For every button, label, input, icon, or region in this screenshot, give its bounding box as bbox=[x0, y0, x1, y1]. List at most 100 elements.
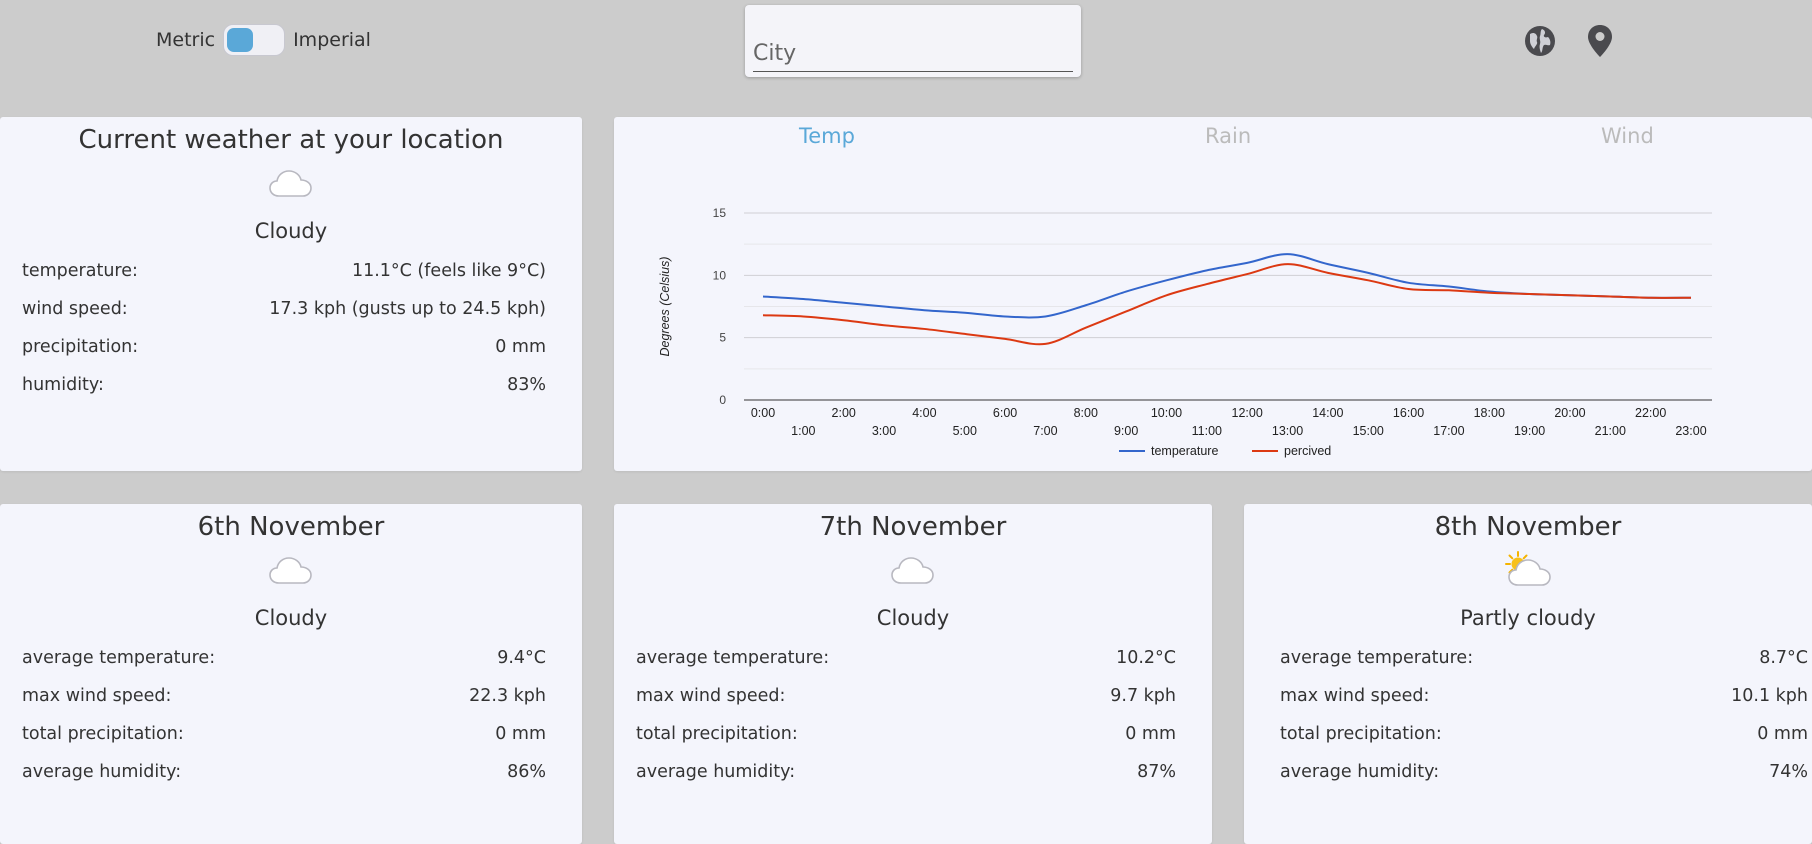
forecast-row: average temperature: 10.2°C bbox=[636, 648, 1176, 668]
top-bar: Metric Imperial bbox=[0, 0, 1812, 100]
row-value: 0 mm bbox=[495, 337, 546, 357]
row-label: max wind speed: bbox=[1280, 686, 1430, 706]
temperature-chart: 0 5 10 15 Degrees (Celsius) 0:00 1:00 2:00 3:00 4… bbox=[658, 206, 1712, 458]
y-tick-label: 10 bbox=[713, 268, 727, 282]
row-label: average temperature: bbox=[1280, 648, 1474, 668]
x-tick-label: 15:00 bbox=[1353, 424, 1384, 438]
partly-cloudy-icon bbox=[1500, 550, 1556, 592]
x-tick-label: 0:00 bbox=[751, 406, 775, 420]
row-value: 8.7°C bbox=[1759, 648, 1808, 668]
row-label: max wind speed: bbox=[22, 686, 172, 706]
x-tick-label: 8:00 bbox=[1074, 406, 1098, 420]
row-label: humidity: bbox=[22, 375, 104, 395]
row-value: 22.3 kph bbox=[469, 686, 546, 706]
x-tick-label: 20:00 bbox=[1554, 406, 1585, 420]
x-tick-label: 7:00 bbox=[1033, 424, 1057, 438]
row-value: 0 mm bbox=[1125, 724, 1176, 744]
y-tick-label: 0 bbox=[719, 393, 726, 407]
series-line-percived bbox=[762, 263, 1692, 346]
toggle-knob[interactable] bbox=[227, 28, 254, 52]
x-tick-label: 1:00 bbox=[791, 424, 815, 438]
row-label: average humidity: bbox=[22, 762, 182, 782]
y-tick-label: 15 bbox=[713, 206, 727, 220]
row-label: average humidity: bbox=[636, 762, 796, 782]
legend-label-percived: percived bbox=[1284, 444, 1331, 458]
current-row-humidity: humidity: 83% bbox=[22, 375, 546, 395]
forecast-date: 6th November bbox=[197, 512, 385, 542]
x-tick-label: 18:00 bbox=[1474, 406, 1505, 420]
x-tick-label: 14:00 bbox=[1312, 406, 1343, 420]
unit-switch: Metric Imperial bbox=[156, 24, 371, 56]
x-tick-label: 5:00 bbox=[953, 424, 977, 438]
cloud-icon bbox=[267, 167, 315, 203]
x-tick-label: 9:00 bbox=[1114, 424, 1138, 438]
tab-wind[interactable]: Wind bbox=[1601, 124, 1654, 148]
forecast-card-1: 6th November Cloudy average temperature:… bbox=[0, 504, 582, 844]
x-tick-label: 10:00 bbox=[1151, 406, 1182, 420]
unit-toggle[interactable] bbox=[223, 24, 286, 56]
forecast-row: total precipitation: 0 mm bbox=[22, 724, 546, 744]
x-tick-label: 4:00 bbox=[912, 406, 936, 420]
series-line-temperature bbox=[762, 253, 1692, 319]
forecast-condition: Partly cloudy bbox=[1460, 606, 1596, 630]
current-condition: Cloudy bbox=[254, 219, 328, 243]
forecast-row: average humidity: 87% bbox=[636, 762, 1176, 782]
forecast-condition: Cloudy bbox=[876, 606, 950, 630]
imperial-label: Imperial bbox=[293, 29, 371, 51]
metric-label: Metric bbox=[156, 29, 216, 51]
current-weather-card: Current weather at your location Cloudy … bbox=[0, 117, 582, 471]
x-tick-label: 23:00 bbox=[1675, 424, 1706, 438]
forecast-row: average temperature: 9.4°C bbox=[22, 648, 546, 668]
row-value: 74% bbox=[1769, 762, 1808, 782]
map-pin-icon[interactable] bbox=[1583, 24, 1617, 58]
hourly-chart-card: Temp Rain Wind 0 5 10 15 Degrees (Celsius) 0:… bbox=[614, 117, 1812, 471]
row-value: 10.2°C bbox=[1116, 648, 1176, 668]
tab-temp[interactable]: Temp bbox=[799, 124, 855, 148]
forecast-row: average temperature: 8.7°C bbox=[1280, 648, 1808, 668]
x-tick-label: 22:00 bbox=[1635, 406, 1666, 420]
legend-label-temperature: temperature bbox=[1151, 444, 1218, 458]
forecast-row: max wind speed: 10.1 kph bbox=[1280, 686, 1808, 706]
forecast-card-3: 8th November Partly cloudy average tempe… bbox=[1244, 504, 1812, 844]
city-search bbox=[745, 5, 1081, 77]
forecast-row: total precipitation: 0 mm bbox=[1280, 724, 1808, 744]
forecast-row: max wind speed: 22.3 kph bbox=[22, 686, 546, 706]
row-label: average temperature: bbox=[636, 648, 830, 668]
cloud-icon bbox=[267, 554, 315, 590]
x-tick-label: 17:00 bbox=[1433, 424, 1464, 438]
x-tick-label: 6:00 bbox=[993, 406, 1017, 420]
row-value: 11.1°C (feels like 9°C) bbox=[351, 261, 546, 281]
current-row-temperature: temperature: 11.1°C (feels like 9°C) bbox=[22, 261, 546, 281]
x-tick-label: 11:00 bbox=[1192, 424, 1222, 438]
current-row-wind: wind speed: 17.3 kph (gusts up to 24.5 kp… bbox=[22, 299, 546, 319]
city-search-input[interactable] bbox=[753, 35, 1073, 72]
row-value: 9.7 kph bbox=[1110, 686, 1176, 706]
current-row-precipitation: precipitation: 0 mm bbox=[22, 337, 546, 357]
row-value: 87% bbox=[1137, 762, 1176, 782]
row-label: total precipitation: bbox=[636, 724, 798, 744]
row-label: average temperature: bbox=[22, 648, 216, 668]
x-tick-label: 13:00 bbox=[1272, 424, 1303, 438]
row-value: 86% bbox=[507, 762, 546, 782]
forecast-row: average humidity: 74% bbox=[1280, 762, 1808, 782]
forecast-date: 8th November bbox=[1434, 512, 1622, 542]
row-label: total precipitation: bbox=[22, 724, 184, 744]
forecast-row: average humidity: 86% bbox=[22, 762, 546, 782]
row-value: 9.4°C bbox=[497, 648, 546, 668]
tab-rain[interactable]: Rain bbox=[1205, 124, 1252, 148]
forecast-date: 7th November bbox=[819, 512, 1007, 542]
row-label: precipitation: bbox=[22, 337, 139, 357]
row-label: temperature: bbox=[22, 261, 138, 281]
current-title: Current weather at your location bbox=[78, 125, 504, 155]
x-tick-label: 3:00 bbox=[872, 424, 896, 438]
row-label: total precipitation: bbox=[1280, 724, 1442, 744]
globe-icon[interactable] bbox=[1523, 24, 1557, 58]
x-tick-label: 16:00 bbox=[1393, 406, 1424, 420]
x-tick-label: 12:00 bbox=[1232, 406, 1263, 420]
row-value: 17.3 kph (gusts up to 24.5 kph) bbox=[269, 299, 546, 319]
row-value: 0 mm bbox=[1757, 724, 1808, 744]
forecast-card-2: 7th November Cloudy average temperature:… bbox=[614, 504, 1212, 844]
row-label: average humidity: bbox=[1280, 762, 1440, 782]
x-tick-label: 19:00 bbox=[1514, 424, 1545, 438]
row-label: max wind speed: bbox=[636, 686, 786, 706]
